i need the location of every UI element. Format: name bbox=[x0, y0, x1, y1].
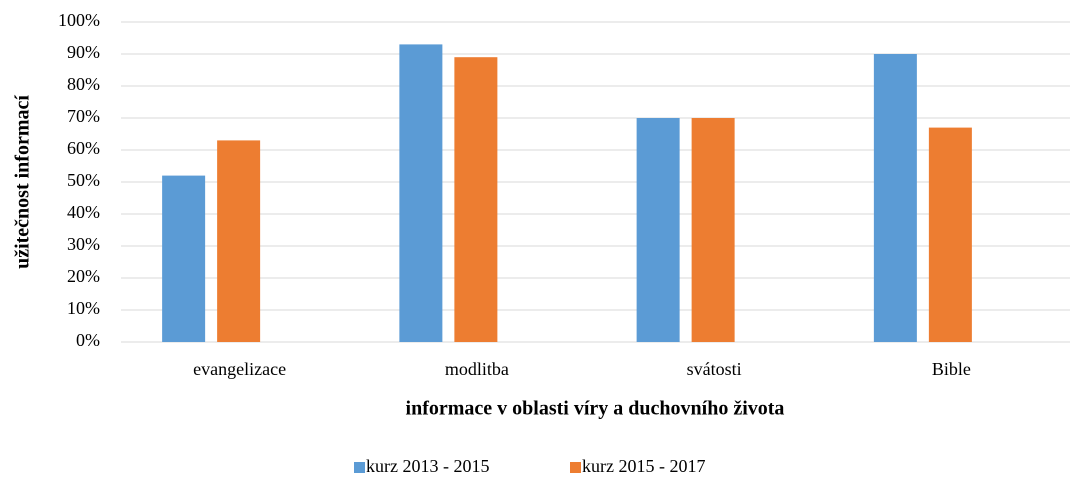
y-tick-label: 10% bbox=[67, 298, 100, 318]
y-tick-label: 40% bbox=[67, 202, 100, 222]
y-tick-label: 70% bbox=[67, 106, 100, 126]
x-tick-label: evangelizace bbox=[193, 359, 286, 379]
x-tick-label: svátosti bbox=[687, 359, 742, 379]
legend-label: kurz 2015 - 2017 bbox=[582, 456, 705, 476]
bar bbox=[162, 175, 206, 342]
y-tick-label: 50% bbox=[67, 170, 100, 190]
bar bbox=[454, 57, 498, 342]
legend-label: kurz 2013 - 2015 bbox=[366, 456, 489, 476]
x-tick-label: modlitba bbox=[445, 359, 509, 379]
y-tick-label: 100% bbox=[58, 10, 100, 30]
bar bbox=[217, 140, 261, 342]
legend-swatch bbox=[570, 462, 581, 473]
y-tick-label: 90% bbox=[67, 42, 100, 62]
x-axis-title: informace v oblasti víry a duchovního ži… bbox=[406, 398, 785, 420]
bar bbox=[399, 44, 443, 343]
legend-swatch bbox=[354, 462, 365, 473]
x-tick-label: Bible bbox=[932, 359, 971, 379]
bar bbox=[691, 118, 735, 342]
y-tick-label: 20% bbox=[67, 266, 100, 286]
y-tick-label: 60% bbox=[67, 138, 100, 158]
bar bbox=[928, 127, 972, 342]
y-tick-label: 30% bbox=[67, 234, 100, 254]
y-tick-label: 80% bbox=[67, 74, 100, 94]
bar bbox=[636, 118, 680, 342]
bar bbox=[873, 54, 917, 342]
y-tick-label: 0% bbox=[76, 330, 100, 350]
y-axis-title: užitečnost informací bbox=[12, 95, 34, 269]
